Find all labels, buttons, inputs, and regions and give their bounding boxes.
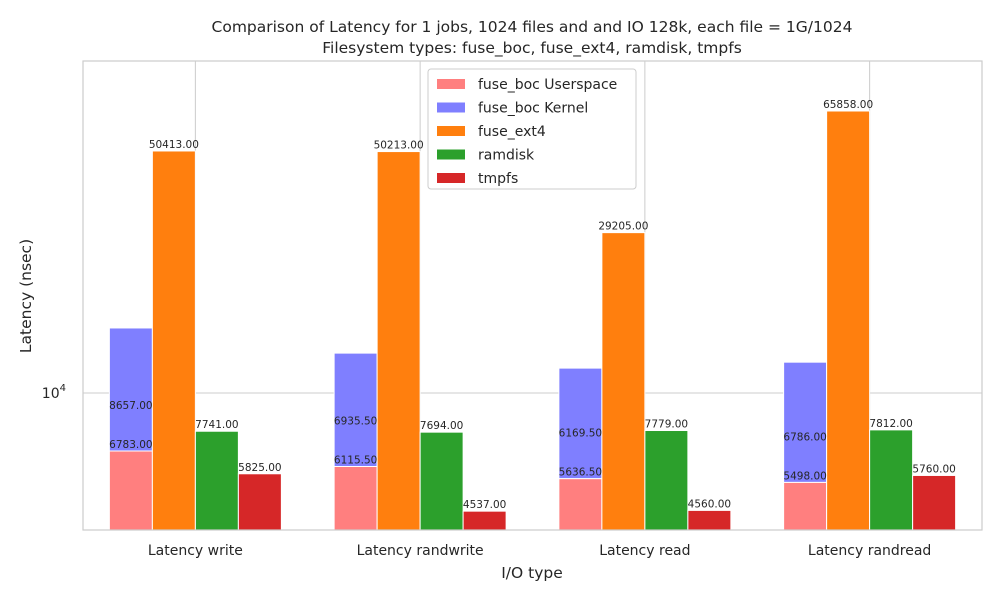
bar-fuse-boc-kernel-0 (108, 327, 153, 452)
bar-fuse-ext4-2 (601, 232, 646, 531)
label-ramdisk-1: 7694.00 (420, 420, 463, 432)
bar-ramdisk-1 (419, 431, 464, 531)
legend-swatch-0 (437, 79, 465, 89)
legend-swatch-2 (437, 126, 465, 136)
legend-label-0: fuse_boc Userspace (478, 77, 617, 93)
label-fuse-boc-kernel-2: 6169.50 (559, 428, 602, 440)
bar-tmpfs-3 (912, 474, 957, 531)
y-axis-label: Latency (nsec) (17, 239, 35, 353)
label-fuse-ext4-0: 50413.00 (149, 139, 199, 151)
legend: fuse_boc Userspace fuse_boc Kernel fuse_ex… (427, 68, 637, 190)
label-fuse-boc-kernel-0: 8657.00 (109, 400, 152, 412)
bar-fuse-boc-userspace-0 (108, 450, 153, 531)
legend-swatch-4 (437, 173, 465, 183)
label-fuse-boc-kernel-3: 6786.00 (783, 431, 826, 443)
legend-box (427, 68, 637, 190)
x-tick-label-1: Latency randwrite (357, 543, 484, 559)
bar-fuse-boc-kernel-1 (333, 352, 378, 467)
bar-fuse-boc-userspace-1 (333, 465, 378, 531)
legend-label-1: fuse_boc Kernel (478, 101, 588, 117)
data-labels: 6783.00 8657.00 50413.00 7741.00 5825.00 6115… (109, 99, 956, 511)
axes: Latency write Latency randwrite Latency re… (42, 60, 983, 559)
bar-tmpfs-1 (462, 510, 507, 531)
x-axis-label: I/O type (501, 564, 563, 582)
bar-fuse-boc-userspace-2 (558, 478, 603, 531)
label-fuse-boc-userspace-2: 5636.50 (559, 467, 602, 479)
x-tick-label-0: Latency write (148, 543, 243, 559)
label-fuse-boc-userspace-0: 6783.00 (109, 439, 152, 451)
label-ramdisk-3: 7812.00 (869, 418, 912, 430)
bar-ramdisk-0 (194, 430, 239, 531)
label-fuse-ext4-1: 50213.00 (374, 140, 424, 152)
chart-title-line-1: Comparison of Latency for 1 jobs, 1024 f… (212, 18, 853, 36)
bar-tmpfs-0 (237, 473, 282, 531)
legend-label-4: tmpfs (478, 171, 518, 187)
label-tmpfs-1: 4537.00 (463, 499, 506, 511)
legend-swatch-3 (437, 149, 465, 160)
bar-fuse-boc-kernel-2 (558, 367, 603, 480)
plot-frame (82, 60, 983, 531)
legend-swatch-1 (437, 102, 465, 113)
x-tick-label-2: Latency read (599, 543, 690, 559)
label-ramdisk-2: 7779.00 (645, 419, 688, 431)
legend-label-3: ramdisk (478, 148, 535, 164)
label-fuse-boc-kernel-1: 6935.50 (334, 415, 377, 427)
label-tmpfs-2: 4560.00 (688, 498, 731, 510)
bar-fuse-boc-userspace-3 (783, 481, 828, 531)
bar-fuse-ext4-3 (826, 110, 871, 531)
bar-fuse-boc-kernel-3 (783, 361, 828, 483)
chart-title-line-2: Filesystem types: fuse_boc, fuse_ext4, r… (322, 39, 742, 58)
bar-fuse-ext4-0 (151, 150, 196, 531)
legend-label-2: fuse_ext4 (478, 124, 546, 140)
bar-ramdisk-3 (869, 429, 914, 531)
label-fuse-boc-userspace-3: 5498.00 (783, 470, 826, 482)
bar-ramdisk-2 (644, 430, 689, 531)
bar-fuse-ext4-1 (376, 151, 421, 531)
label-tmpfs-0: 5825.00 (238, 462, 281, 474)
label-tmpfs-3: 5760.00 (912, 463, 955, 475)
y-tick-label-0: 104 (42, 383, 66, 402)
bar-tmpfs-2 (687, 509, 732, 531)
label-fuse-ext4-3: 65858.00 (823, 99, 873, 111)
x-tick-label-3: Latency randread (808, 543, 931, 559)
bars (108, 110, 957, 531)
label-fuse-boc-userspace-1: 6115.50 (334, 454, 377, 466)
label-ramdisk-0: 7741.00 (195, 419, 238, 431)
label-fuse-ext4-2: 29205.00 (598, 221, 648, 233)
